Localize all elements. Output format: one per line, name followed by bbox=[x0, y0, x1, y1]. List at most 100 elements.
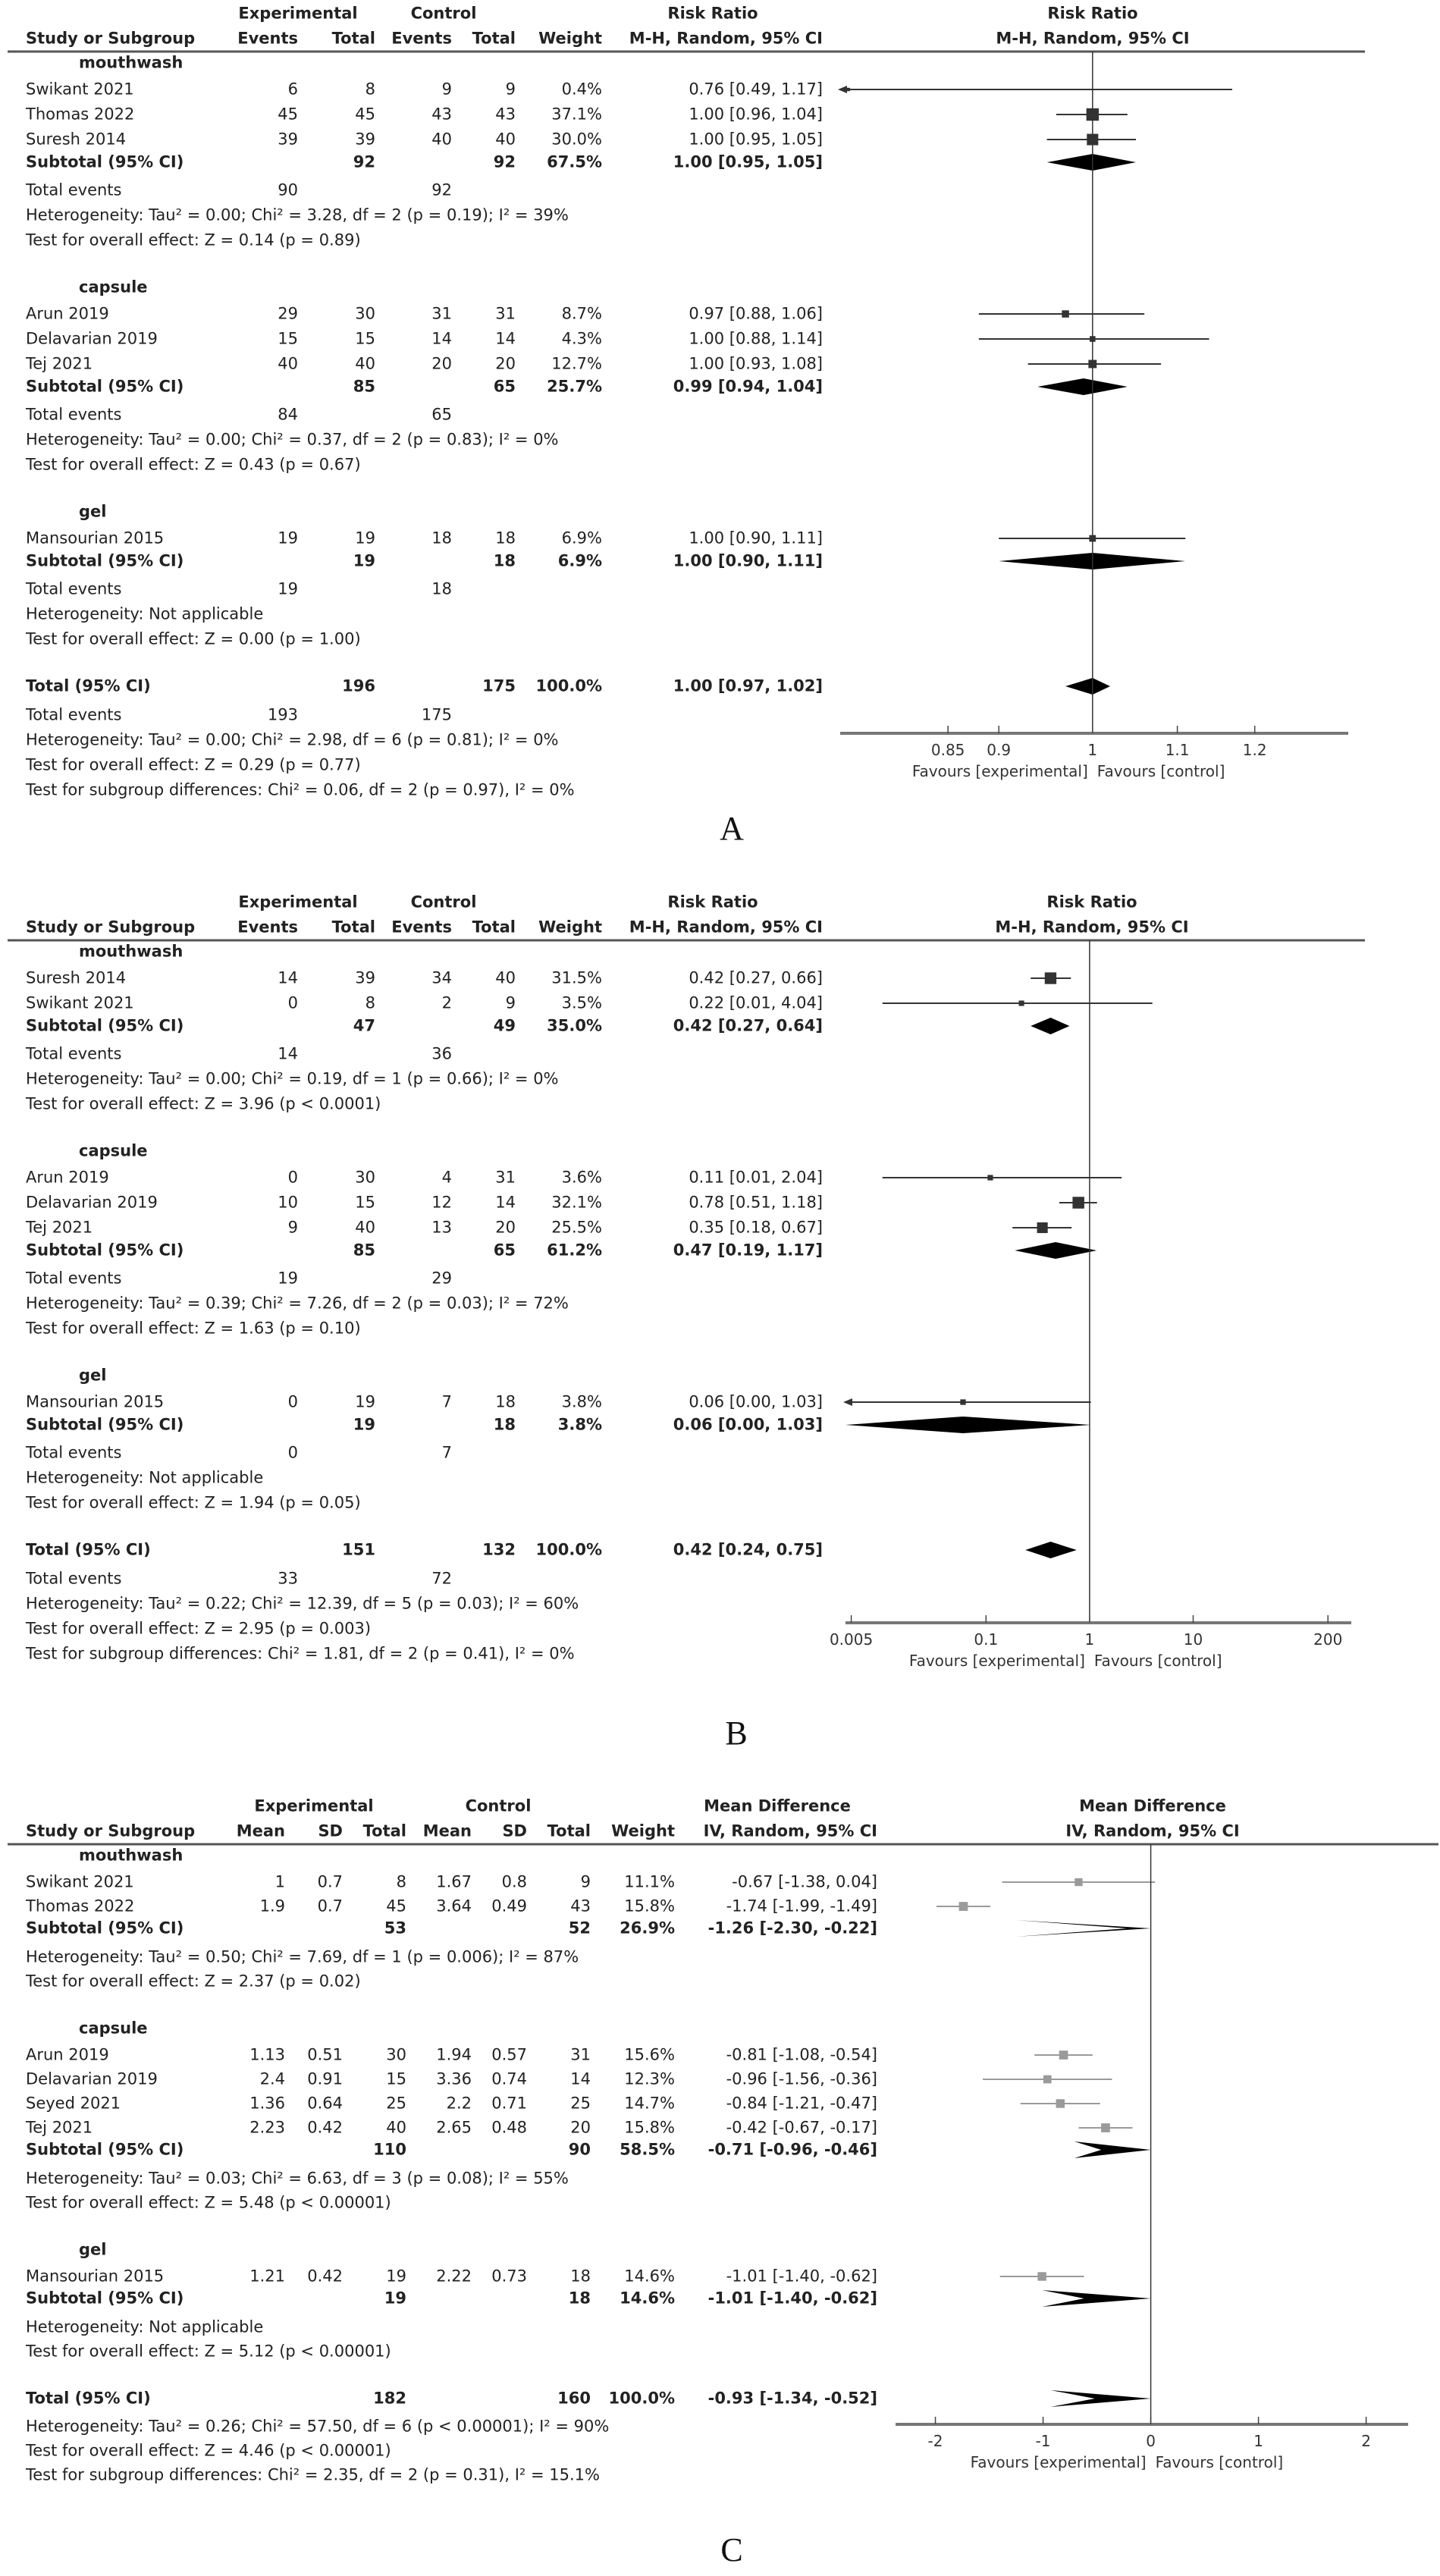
column-header-weight: Weight bbox=[611, 1821, 675, 1840]
total-events-control: 29 bbox=[431, 1269, 452, 1288]
subtotal-ci: -1.26 [-2.30, -0.22] bbox=[707, 1919, 877, 1937]
study-c_total: 43 bbox=[570, 1897, 591, 1916]
plot-header-method: IV, Random, 95% CI bbox=[1065, 1821, 1240, 1840]
study-c_events: 40 bbox=[431, 130, 452, 149]
plot-header-method: M-H, Random, 95% CI bbox=[996, 29, 1190, 48]
heterogeneity-text: Heterogeneity: Tau² = 0.00; Chi² = 0.19,… bbox=[26, 1069, 559, 1088]
plot-header-method: M-H, Random, 95% CI bbox=[995, 918, 1189, 937]
subtotal-label: Subtotal (95% CI) bbox=[26, 2140, 184, 2159]
study-weight: 4.3% bbox=[561, 329, 602, 348]
study-ci: 1.00 [0.95, 1.05] bbox=[689, 130, 823, 149]
study-c_total: 31 bbox=[495, 304, 516, 323]
subtotal-weight: 3.8% bbox=[557, 1415, 602, 1434]
study-e_total: 45 bbox=[386, 1897, 406, 1916]
study-weight: 15.8% bbox=[624, 2118, 675, 2137]
study-e_total: 15 bbox=[355, 1193, 375, 1212]
study-e_events: 0 bbox=[287, 1168, 298, 1187]
total-diamond bbox=[1065, 678, 1111, 695]
overall-effect-text: Test for overall effect: Z = 3.96 (p < 0… bbox=[26, 1094, 381, 1113]
study-name: Swikant 2021 bbox=[26, 80, 134, 99]
total-diamond bbox=[1025, 1542, 1077, 1558]
subgroup-label: mouthwash bbox=[79, 1846, 184, 1865]
study-e_events: 15 bbox=[278, 329, 298, 348]
arrow-left-icon bbox=[843, 1398, 852, 1406]
study-c_mean: 3.64 bbox=[436, 1897, 472, 1916]
favours-control-label: Favours [control] bbox=[1155, 2453, 1284, 2471]
heterogeneity-text: Heterogeneity: Tau² = 0.50; Chi² = 7.69,… bbox=[26, 1947, 579, 1966]
favours-experimental-label: Favours [experimental] bbox=[908, 1652, 1085, 1670]
column-header-e_total: Total bbox=[331, 29, 375, 48]
study-e_events: 0 bbox=[287, 993, 298, 1012]
total-events-label: Total events bbox=[26, 1569, 122, 1588]
total-events-label: Total events bbox=[26, 705, 122, 724]
subtotal-c_total: 90 bbox=[568, 2140, 591, 2159]
study-e_events: 45 bbox=[278, 105, 298, 124]
study-ci: 0.76 [0.49, 1.17] bbox=[689, 80, 823, 99]
study-ci: -0.96 [-1.56, -0.36] bbox=[726, 2069, 877, 2088]
total-weight: 100.0% bbox=[535, 676, 602, 695]
subgroup-label: gel bbox=[79, 1366, 107, 1385]
header-control: Control bbox=[410, 893, 477, 911]
study-c_mean: 1.94 bbox=[436, 2045, 472, 2064]
total-events-label: Total events bbox=[26, 1044, 122, 1063]
panel-label: C bbox=[720, 2531, 743, 2568]
study-square bbox=[960, 1399, 966, 1405]
study-ci: 0.35 [0.18, 0.67] bbox=[689, 1218, 823, 1237]
study-square bbox=[958, 1902, 968, 1911]
favours-experimental-label: Favours [experimental] bbox=[911, 762, 1088, 780]
favours-control-label: Favours [control] bbox=[1093, 1652, 1222, 1670]
study-ci: 1.00 [0.88, 1.14] bbox=[689, 329, 823, 348]
header-effect-method: IV, Random, 95% CI bbox=[703, 1821, 877, 1840]
header-experimental: Experimental bbox=[254, 1796, 374, 1815]
subtotal-ci: 0.47 [0.19, 1.17] bbox=[673, 1241, 823, 1260]
overall-effect-text: Test for overall effect: Z = 5.12 (p < 0… bbox=[26, 2342, 391, 2361]
subtotal-diamond bbox=[1031, 1018, 1070, 1034]
study-e_events: 19 bbox=[278, 529, 298, 548]
study-weight: 14.7% bbox=[624, 2094, 675, 2113]
overall-effect-text: Test for overall effect: Z = 5.48 (p < 0… bbox=[26, 2193, 391, 2212]
column-header-e_total: Total bbox=[331, 918, 375, 937]
study-c_total: 14 bbox=[570, 2069, 591, 2088]
total-diamond bbox=[1050, 2390, 1151, 2407]
study-square bbox=[1056, 2099, 1065, 2108]
overall-effect-text: Test for overall effect: Z = 1.94 (p = 0… bbox=[26, 1493, 361, 1512]
study-c_sd: 0.48 bbox=[491, 2118, 527, 2137]
total-events-control: 175 bbox=[421, 705, 452, 724]
total-ci: -0.93 [-1.34, -0.52] bbox=[707, 2389, 877, 2408]
study-weight: 3.6% bbox=[561, 1168, 602, 1187]
study-name: Swikant 2021 bbox=[26, 1872, 134, 1891]
total-events-experimental: 14 bbox=[278, 1044, 298, 1063]
study-e_total: 45 bbox=[355, 105, 375, 124]
x-tick-label: 0.85 bbox=[930, 741, 965, 759]
study-e_total: 19 bbox=[355, 1392, 375, 1411]
study-c_total: 20 bbox=[570, 2118, 591, 2137]
total-events-control: 18 bbox=[431, 579, 452, 598]
subtotal-label: Subtotal (95% CI) bbox=[26, 1919, 184, 1937]
heterogeneity-text: Heterogeneity: Tau² = 0.03; Chi² = 6.63,… bbox=[26, 2169, 569, 2188]
subgroup-label: mouthwash bbox=[79, 53, 184, 72]
arrow-left-icon bbox=[838, 86, 847, 93]
subtotal-c_total: 52 bbox=[568, 1919, 591, 1937]
subtotal-ci: 1.00 [0.95, 1.05] bbox=[673, 152, 823, 171]
study-weight: 11.1% bbox=[624, 1872, 675, 1891]
study-name: Mansourian 2015 bbox=[26, 529, 165, 548]
study-square bbox=[987, 1175, 993, 1181]
study-ci: -0.81 [-1.08, -0.54] bbox=[726, 2045, 877, 2064]
subtotal-c_total: 49 bbox=[493, 1016, 516, 1035]
subtotal-label: Subtotal (95% CI) bbox=[26, 377, 184, 396]
study-c_events: 4 bbox=[441, 1168, 452, 1187]
plot-header-measure: Mean Difference bbox=[1079, 1796, 1226, 1815]
total-e_total: 151 bbox=[342, 1540, 375, 1559]
study-weight: 37.1% bbox=[551, 105, 602, 124]
study-square bbox=[1037, 2272, 1046, 2281]
study-c_events: 31 bbox=[431, 304, 452, 323]
total-events-control: 72 bbox=[431, 1569, 452, 1588]
study-weight: 15.8% bbox=[624, 1897, 675, 1916]
study-e_total: 19 bbox=[386, 2267, 406, 2286]
total-c_total: 160 bbox=[557, 2389, 591, 2408]
subtotal-e_total: 19 bbox=[353, 1415, 375, 1434]
total-events-experimental: 19 bbox=[278, 1269, 298, 1288]
subtotal-e_total: 85 bbox=[353, 377, 375, 396]
